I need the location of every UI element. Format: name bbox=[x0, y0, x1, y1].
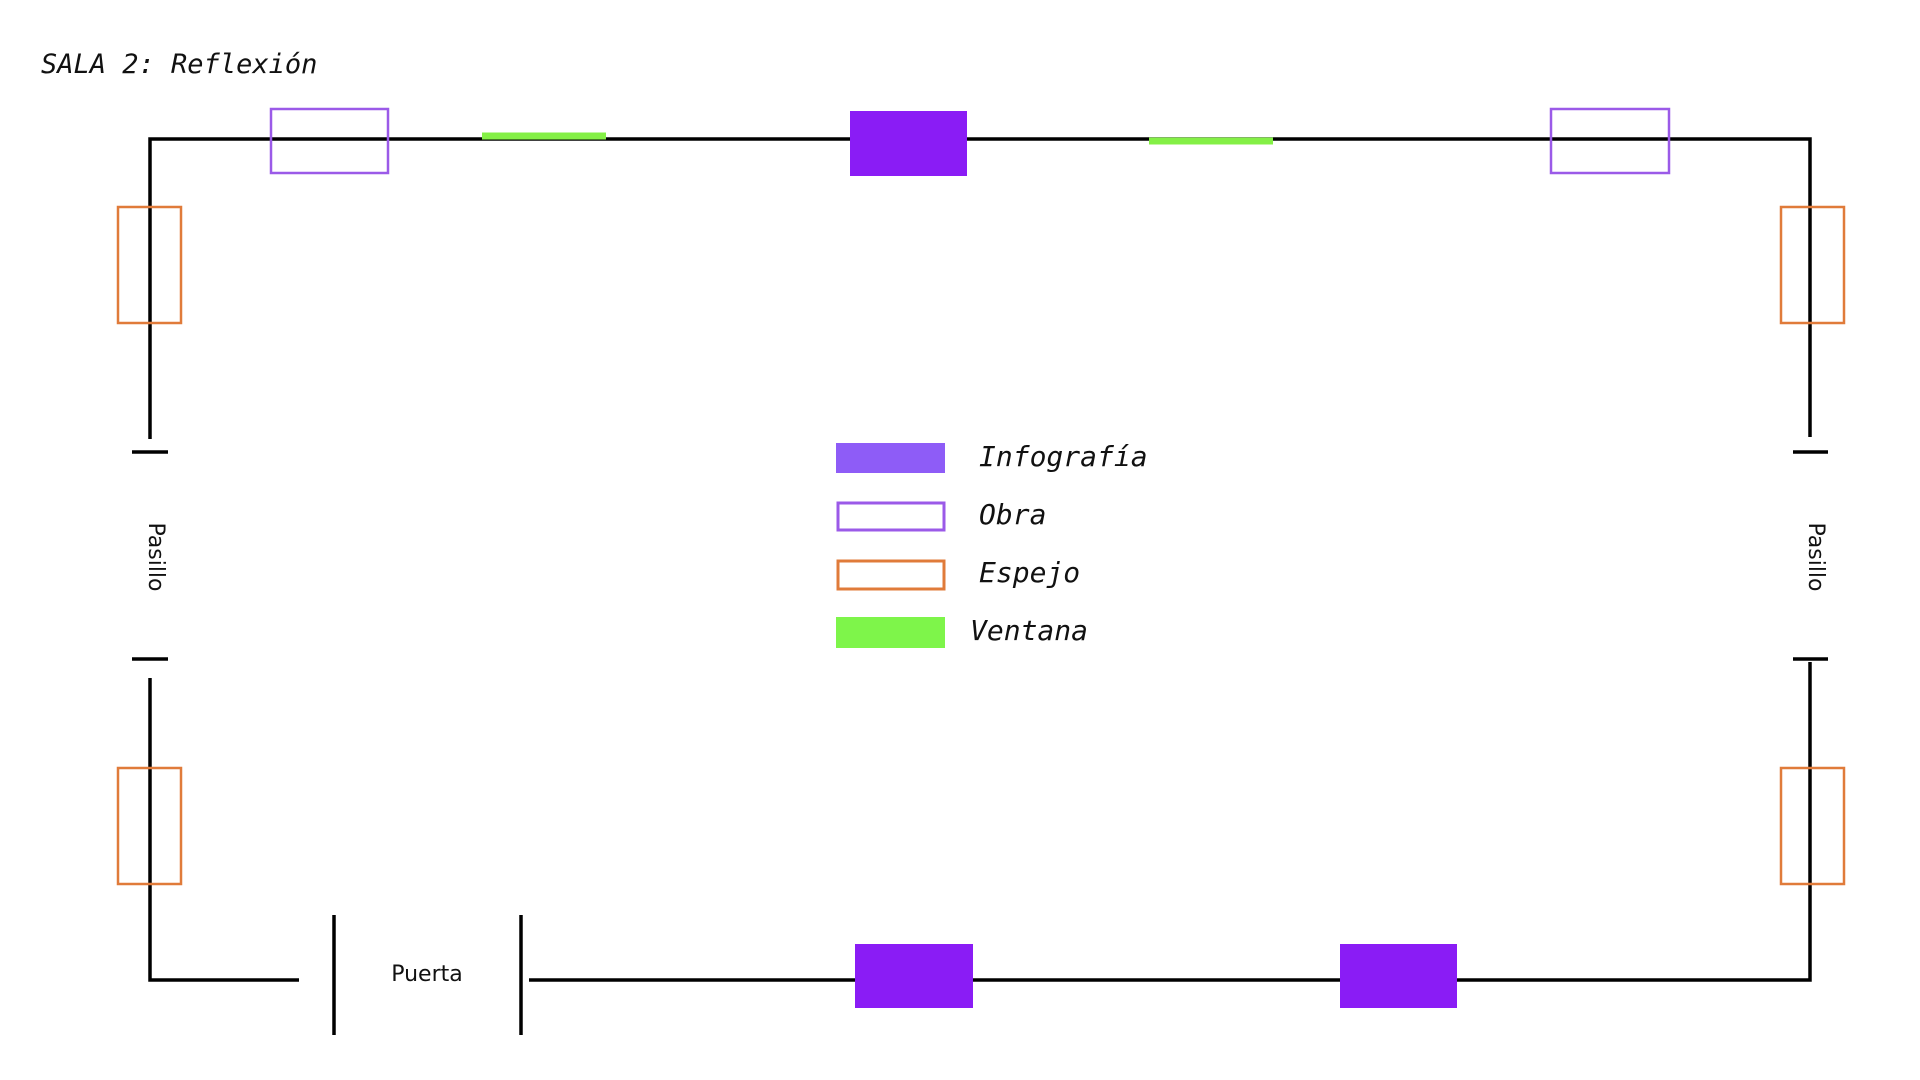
door-label: Puerta bbox=[391, 962, 463, 987]
legend-label: Espejo bbox=[979, 556, 1080, 589]
corridor-label: Pasillo bbox=[143, 522, 168, 591]
legend-label: Infografía bbox=[979, 440, 1148, 473]
legend-swatch bbox=[836, 617, 945, 648]
legend-label: Ventana bbox=[970, 614, 1088, 647]
espejo bbox=[1779, 766, 1846, 886]
legend-label: Obra bbox=[979, 498, 1046, 531]
infografia bbox=[850, 111, 967, 176]
infografia bbox=[855, 944, 973, 1008]
legend-swatch bbox=[836, 559, 946, 591]
obra bbox=[269, 107, 390, 175]
espejo bbox=[1779, 205, 1846, 325]
infografia bbox=[1340, 944, 1457, 1008]
title: SALA 2: Reflexión bbox=[41, 49, 317, 80]
espejo bbox=[116, 205, 183, 325]
legend-swatch bbox=[836, 501, 946, 532]
wall bbox=[529, 662, 1812, 982]
wall bbox=[148, 678, 299, 982]
corridor-label: Pasillo bbox=[1803, 522, 1828, 591]
wall bbox=[148, 137, 1812, 439]
legend-swatch bbox=[836, 443, 945, 473]
obra bbox=[1549, 107, 1671, 175]
espejo bbox=[116, 766, 183, 886]
